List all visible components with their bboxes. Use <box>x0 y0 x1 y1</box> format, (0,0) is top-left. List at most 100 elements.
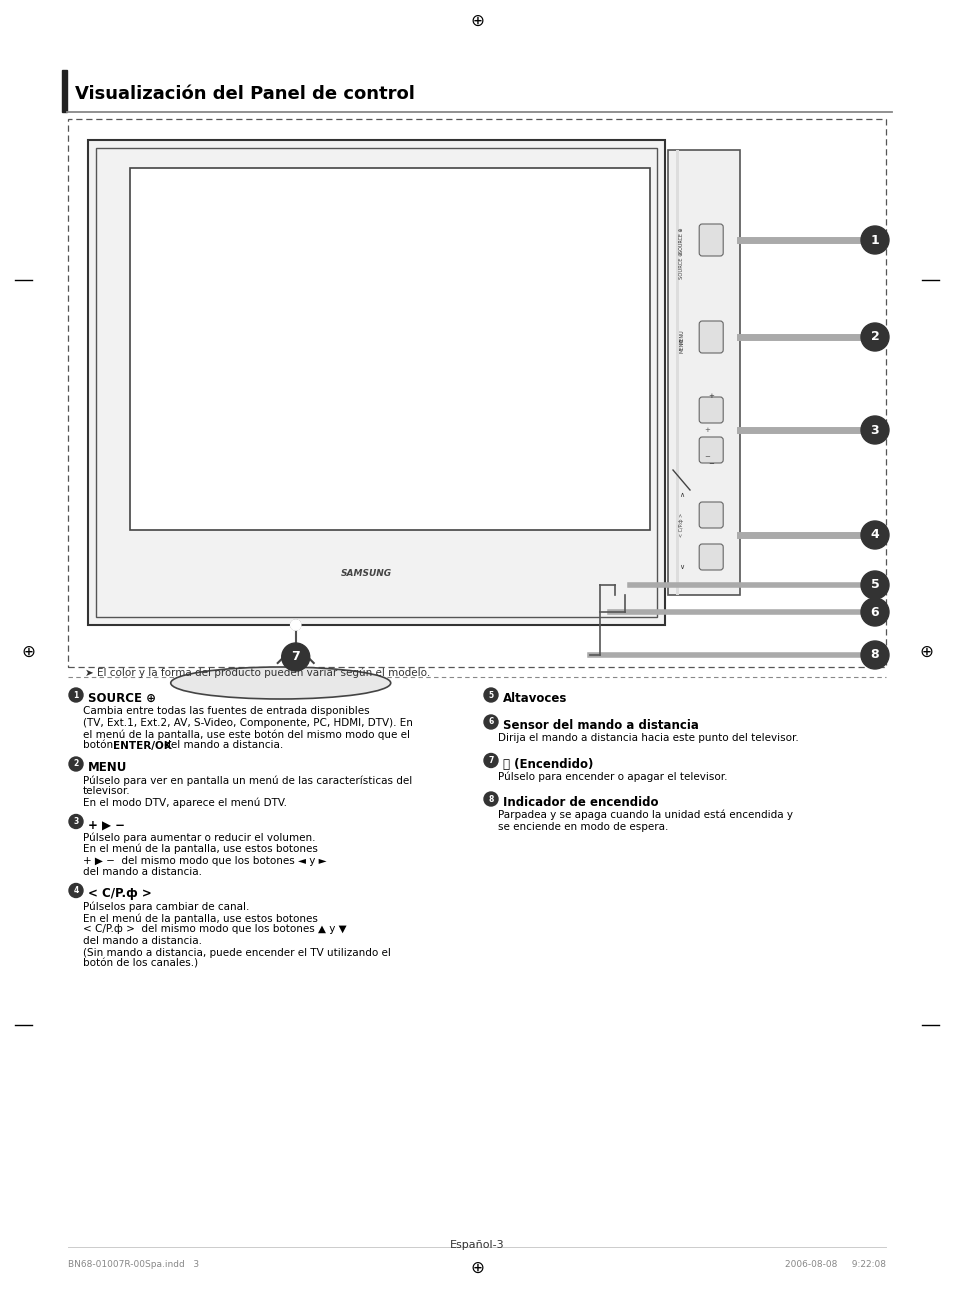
Text: Púlselo para encender o apagar el televisor.: Púlselo para encender o apagar el televi… <box>497 771 727 782</box>
Circle shape <box>69 883 83 898</box>
Circle shape <box>291 620 300 630</box>
Circle shape <box>861 641 888 669</box>
Text: ∧: ∧ <box>679 492 684 499</box>
Text: +: + <box>707 393 714 399</box>
Text: Púlselos para cambiar de canal.: Púlselos para cambiar de canal. <box>83 902 249 912</box>
Text: −: − <box>707 461 714 467</box>
FancyBboxPatch shape <box>699 397 722 423</box>
Text: 2: 2 <box>73 760 78 769</box>
Text: 3: 3 <box>73 817 78 826</box>
Text: 4: 4 <box>73 886 78 895</box>
Text: SAMSUNG: SAMSUNG <box>340 569 392 578</box>
Text: Español-3: Español-3 <box>449 1240 504 1250</box>
Circle shape <box>861 226 888 254</box>
Bar <box>68 119 885 667</box>
Text: + ▶ −  del mismo modo que los botones ◄ y ►: + ▶ − del mismo modo que los botones ◄ y… <box>83 856 326 865</box>
Text: se enciende en modo de espera.: se enciende en modo de espera. <box>497 822 668 831</box>
Text: Indicador de encendido: Indicador de encendido <box>502 796 658 809</box>
Text: 8: 8 <box>488 795 493 804</box>
Circle shape <box>291 620 300 630</box>
Text: < C/P.ф >: < C/P.ф > <box>679 513 684 538</box>
Circle shape <box>861 572 888 599</box>
Text: (Sin mando a distancia, puede encender el TV utilizando el: (Sin mando a distancia, puede encender e… <box>83 947 391 958</box>
Text: del mando a distancia.: del mando a distancia. <box>161 740 283 750</box>
FancyBboxPatch shape <box>699 224 722 256</box>
Text: 5: 5 <box>488 690 493 699</box>
Text: ➤ El color y la forma del producto pueden variar según el modelo.: ➤ El color y la forma del producto puede… <box>85 668 430 679</box>
Text: Púlselo para ver en pantalla un menú de las características del: Púlselo para ver en pantalla un menú de … <box>83 775 412 786</box>
Text: ENTER/OK: ENTER/OK <box>112 740 172 750</box>
Text: 6: 6 <box>488 718 493 727</box>
Text: MENU: MENU <box>88 761 128 774</box>
Text: 4: 4 <box>870 529 879 542</box>
Text: Púlselo para aumentar o reducir el volumen.: Púlselo para aumentar o reducir el volum… <box>83 833 315 843</box>
Bar <box>62 70 67 112</box>
Circle shape <box>69 757 83 771</box>
Circle shape <box>281 643 310 671</box>
Text: Parpadea y se apaga cuando la unidad está encendida y: Parpadea y se apaga cuando la unidad est… <box>497 810 792 821</box>
Circle shape <box>861 324 888 351</box>
Text: ⊕: ⊕ <box>470 1259 483 1278</box>
Text: < C/P.ф >: < C/P.ф > <box>88 887 152 900</box>
Text: ⊕: ⊕ <box>470 12 483 30</box>
Text: Visualización del Panel de control: Visualización del Panel de control <box>75 85 415 103</box>
Circle shape <box>483 688 497 702</box>
Text: ⊕: ⊕ <box>918 643 932 662</box>
Circle shape <box>483 753 497 767</box>
Bar <box>667 150 740 595</box>
Text: 1: 1 <box>73 690 78 699</box>
Bar <box>96 147 657 617</box>
Circle shape <box>861 416 888 444</box>
FancyBboxPatch shape <box>699 437 722 463</box>
Text: ⊕: ⊕ <box>21 643 35 662</box>
Text: < C/P.ф >  del mismo modo que los botones ▲ y ▼: < C/P.ф > del mismo modo que los botones… <box>83 924 346 934</box>
Text: 3: 3 <box>870 424 879 436</box>
Ellipse shape <box>171 667 391 699</box>
Text: ∨: ∨ <box>679 564 684 570</box>
Circle shape <box>69 814 83 829</box>
Text: el menú de la pantalla, use este botón del mismo modo que el: el menú de la pantalla, use este botón d… <box>83 729 410 740</box>
FancyBboxPatch shape <box>699 544 722 570</box>
FancyBboxPatch shape <box>699 321 722 352</box>
Circle shape <box>69 688 83 702</box>
Text: del mando a distancia.: del mando a distancia. <box>83 867 202 877</box>
Text: En el menú de la pantalla, use estos botones: En el menú de la pantalla, use estos bot… <box>83 913 317 924</box>
Text: 2: 2 <box>870 330 879 343</box>
Text: 2006-08-08     9:22:08: 2006-08-08 9:22:08 <box>784 1261 885 1268</box>
Text: BN68-01007R-00Spa.indd   3: BN68-01007R-00Spa.indd 3 <box>68 1261 199 1268</box>
Text: 1: 1 <box>870 234 879 247</box>
Text: + ▶ −: + ▶ − <box>88 818 125 831</box>
Text: televisor.: televisor. <box>83 787 131 796</box>
Text: SOURCE ⊕: SOURCE ⊕ <box>679 252 684 279</box>
Text: botón: botón <box>83 740 116 750</box>
Text: MENU: MENU <box>679 330 684 345</box>
Text: botón de los canales.): botón de los canales.) <box>83 959 198 970</box>
Bar <box>88 140 664 625</box>
Text: 8: 8 <box>870 649 879 662</box>
Text: Sensor del mando a distancia: Sensor del mando a distancia <box>502 719 699 732</box>
Bar <box>676 150 679 595</box>
Text: MENU: MENU <box>679 337 684 352</box>
Text: (TV, Ext.1, Ext.2, AV, S-Video, Componente, PC, HDMI, DTV). En: (TV, Ext.1, Ext.2, AV, S-Video, Componen… <box>83 718 413 727</box>
Text: 6: 6 <box>870 606 879 619</box>
Text: 5: 5 <box>870 578 879 591</box>
Circle shape <box>483 792 497 806</box>
Text: En el menú de la pantalla, use estos botones: En el menú de la pantalla, use estos bot… <box>83 844 317 855</box>
Text: En el modo DTV, aparece el menú DTV.: En el modo DTV, aparece el menú DTV. <box>83 797 287 809</box>
Text: 7: 7 <box>291 650 300 663</box>
Text: +: + <box>704 427 710 433</box>
Text: Cambia entre todas las fuentes de entrada disponibles: Cambia entre todas las fuentes de entrad… <box>83 706 369 716</box>
Text: 7: 7 <box>488 756 493 765</box>
Circle shape <box>861 521 888 549</box>
Text: SOURCE ⊕: SOURCE ⊕ <box>88 692 156 705</box>
Text: del mando a distancia.: del mando a distancia. <box>83 936 202 946</box>
Circle shape <box>861 598 888 626</box>
Text: ⏻ (Encendido): ⏻ (Encendido) <box>502 757 593 770</box>
Circle shape <box>483 715 497 729</box>
Text: SOURCE ⊕: SOURCE ⊕ <box>679 227 684 253</box>
Text: −: − <box>704 454 710 459</box>
Bar <box>130 168 649 530</box>
Text: Altavoces: Altavoces <box>502 692 567 705</box>
FancyBboxPatch shape <box>699 502 722 529</box>
Text: Dirija el mando a distancia hacia este punto del televisor.: Dirija el mando a distancia hacia este p… <box>497 733 798 743</box>
